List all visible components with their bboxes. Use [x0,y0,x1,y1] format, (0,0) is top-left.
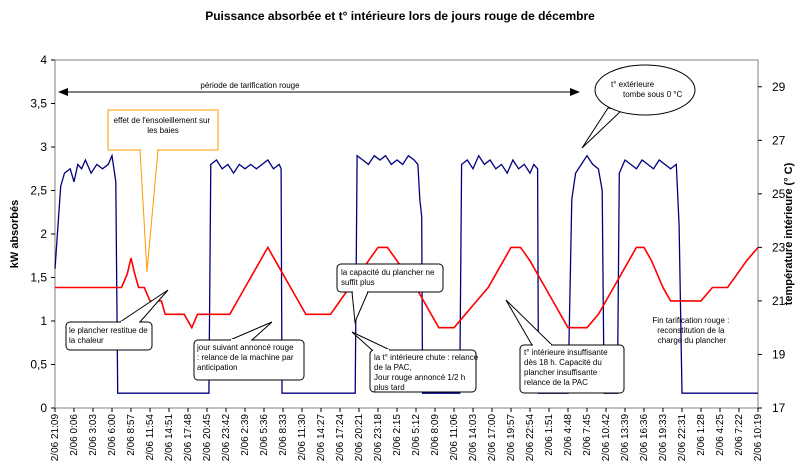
y-tick-label: 3,5 [30,97,47,111]
x-tick-label: 2/06 14:51 [164,414,175,462]
annotation-end-red: Fin tarification rouge : reconstitution … [652,316,731,345]
callout-outside-temp-text: t° extérieure tombe sous 0 °C [611,80,682,99]
chart-title: Puissance absorbée et t° intérieure lors… [205,9,595,23]
x-tick-label: 2/06 4:25 [715,414,726,456]
x-tick-label: 2/06 6:00 [107,414,118,456]
period-arrow: période de tarification rouge [58,81,580,96]
x-tick-label: 2/06 17:00 [487,414,498,462]
x-tick-label: 2/06 23:42 [221,414,232,462]
x-tick-label: 2/06 11:06 [449,414,460,461]
y-tick-label: 3 [40,140,47,154]
callout-floor-insufficient: la capacité du plancher ne suffit plus [336,263,444,324]
x-tick-label: 2/06 17:48 [183,414,194,462]
x-tick-label: 2/06 1:28 [696,414,707,456]
y-tick-label: 0,5 [30,358,47,372]
callout-anticipation-text: jour suivant annoncé rouge : relance de … [196,343,296,372]
x-tick-label: 2/06 5:12 [411,414,422,456]
x-tick-label: 2/06 8:57 [126,414,137,456]
y-tick-label: 0 [40,401,47,415]
y2-tick-label: 23 [772,240,786,254]
callout-anticipation: jour suivant annoncé rouge : relance de … [193,321,305,381]
x-tick-label: 2/06 8:09 [430,414,441,456]
x-tick-label: 2/06 22:31 [677,414,688,462]
x-tick-label: 2/06 19:57 [506,414,517,462]
temperature-series-line [55,245,759,330]
x-tick-label: 2/06 5:36 [259,414,270,456]
y2-tick-label: 21 [772,294,786,308]
x-tick-label: 2/06 20:21 [354,414,365,462]
y2-tick-label: 27 [772,133,786,147]
x-tick-label: 2/06 7:22 [734,414,745,456]
x-tick-label: 2/06 13:39 [620,414,631,462]
callout-temp-drop-text: la t° intérieure chute : relance de la P… [374,353,480,392]
x-tick-label: 2/06 10:19 [753,414,764,462]
x-tick-label: 2/06 3:03 [88,414,99,456]
callout-floor-release: le plancher restitue de la chaleur [65,289,169,351]
x-tick-label: 2/06 4:48 [563,414,574,456]
y-tick-label: 1,5 [30,271,47,285]
left-axis: 0 0,5 1 1,5 2 2,5 3 3,5 4 [30,53,55,415]
period-label: période de tarification rouge [200,81,300,90]
x-tick-label: 2/06 11:54 [145,414,156,461]
x-tick-label: 2/06 7:45 [582,414,593,456]
x-tick-label: 2/06 8:33 [278,414,289,456]
y2-tick-label: 17 [772,401,786,415]
x-tick-label: 2/06 14:03 [468,414,479,462]
right-axis: 17 19 21 23 25 27 29 [758,80,786,415]
x-tick-label: 2/06 21:09 [50,414,61,462]
y2-axis-label: température intérieure (° C) [783,162,795,305]
callout-floor-release-text: le plancher restitue de la chaleur [69,326,150,345]
x-tick-label: 2/06 16:36 [639,414,650,462]
callout-temp-low-text: t° intérieure insuffisante dès 18 h. Cap… [524,348,610,387]
y2-tick-label: 25 [772,187,786,201]
x-axis: 2/06 21:09 2/06 0:06 2/06 3:03 2/06 6:00 2/0… [50,408,764,461]
callout-sun-text: effet de l'ensoleillement sur les baies [114,116,213,135]
y2-tick-label: 29 [772,80,786,94]
callout-outside-temp: t° extérieure tombe sous 0 °C [581,64,696,149]
y-tick-label: 4 [40,53,47,67]
y-tick-label: 1 [40,314,47,328]
x-tick-label: 2/06 0:06 [69,414,80,456]
x-tick-label: 2/06 23:18 [373,414,384,462]
y-tick-label: 2,5 [30,184,47,198]
x-tick-label: 2/06 1:51 [544,414,555,456]
callout-sun: effet de l'ensoleillement sur les baies [107,109,219,273]
callout-temp-drop: la t° intérieure chute : relance de la P… [351,331,480,393]
callout-floor-insufficient-text: la capacité du plancher ne suffit plus [341,268,437,287]
x-tick-label: 2/06 17:24 [335,414,346,462]
y-tick-label: 2 [40,227,47,241]
y-axis-label: kW absorbés [9,200,21,268]
x-tick-label: 2/06 11:30 [297,414,308,461]
x-tick-label: 2/06 19:33 [658,414,669,462]
callout-temp-low: t° intérieure insuffisante dès 18 h. Cap… [505,299,625,394]
y2-tick-label: 19 [772,347,786,361]
x-tick-label: 2/06 10:42 [601,414,612,462]
x-tick-label: 2/06 14:27 [316,414,327,462]
x-tick-label: 2/06 2:15 [392,414,403,456]
x-tick-label: 2/06 22:54 [525,414,536,462]
x-tick-label: 2/06 2:39 [240,414,251,456]
x-tick-label: 2/06 20:45 [202,414,213,462]
